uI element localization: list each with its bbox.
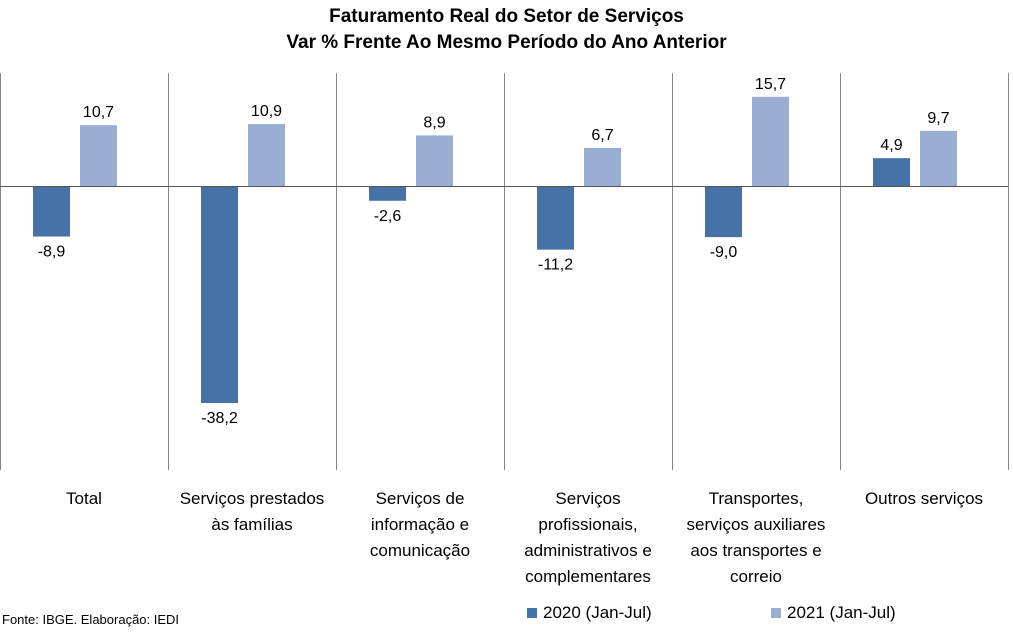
category-label: Total	[66, 489, 102, 508]
legend-label-2021: 2021 (Jan-Jul)	[787, 603, 896, 622]
data-label: 6,7	[591, 127, 613, 144]
chart-title-line-1: Faturamento Real do Setor de Serviços	[329, 6, 684, 27]
bar-0-1	[201, 186, 238, 403]
data-label: -8,9	[38, 244, 66, 261]
data-label: -38,2	[201, 410, 238, 427]
category-label: profissionais,	[538, 515, 637, 534]
bar-0-4	[705, 186, 742, 238]
legend-item-2020: 2020 (Jan-Jul)	[527, 603, 652, 623]
legend-swatch-2021	[771, 608, 781, 618]
data-label: -2,6	[374, 208, 402, 225]
chart-title: Faturamento Real do Setor de Serviços Va…	[0, 4, 1013, 56]
category-label: às famílias	[211, 515, 292, 534]
bar-1-4	[752, 96, 789, 186]
legend-label-2020: 2020 (Jan-Jul)	[543, 603, 652, 622]
source-note: Fonte: IBGE. Elaboração: IEDI	[2, 612, 180, 627]
data-label: 10,7	[83, 104, 114, 121]
category-label: aos transportes e	[690, 541, 821, 560]
data-label: 15,7	[755, 76, 786, 93]
bar-1-0	[80, 125, 117, 186]
bar-1-2	[416, 135, 453, 186]
category-label: Transportes,	[709, 489, 804, 508]
data-label: -11,2	[538, 257, 573, 274]
bar-0-3	[537, 186, 574, 250]
legend-swatch-2020	[527, 608, 537, 618]
bar-0-0	[33, 186, 70, 237]
data-label: 4,9	[880, 137, 902, 154]
data-label: -9,0	[710, 244, 738, 261]
data-label: 10,9	[251, 103, 282, 120]
bar-0-5	[873, 158, 910, 186]
category-label: informação e	[371, 515, 469, 534]
category-label: correio	[730, 567, 782, 586]
category-label: Serviços de	[376, 489, 465, 508]
category-label: Serviços prestados	[180, 489, 325, 508]
category-label: administrativos e	[524, 541, 652, 560]
data-label: 9,7	[927, 110, 949, 127]
bar-1-5	[920, 130, 957, 186]
category-label: complementares	[525, 567, 651, 586]
category-label: comunicação	[370, 541, 470, 560]
category-label: Serviços	[555, 489, 620, 508]
bar-0-2	[369, 186, 406, 201]
legend-item-2021: 2021 (Jan-Jul)	[771, 603, 896, 623]
data-label: 8,9	[423, 114, 445, 131]
category-label: serviços auxiliares	[687, 515, 826, 534]
bar-1-1	[248, 124, 285, 186]
bar-1-3	[584, 147, 621, 186]
category-label: Outros serviços	[865, 489, 983, 508]
chart-subtitle: Var % Frente Ao Mesmo Período do Ano Ant…	[286, 32, 727, 53]
